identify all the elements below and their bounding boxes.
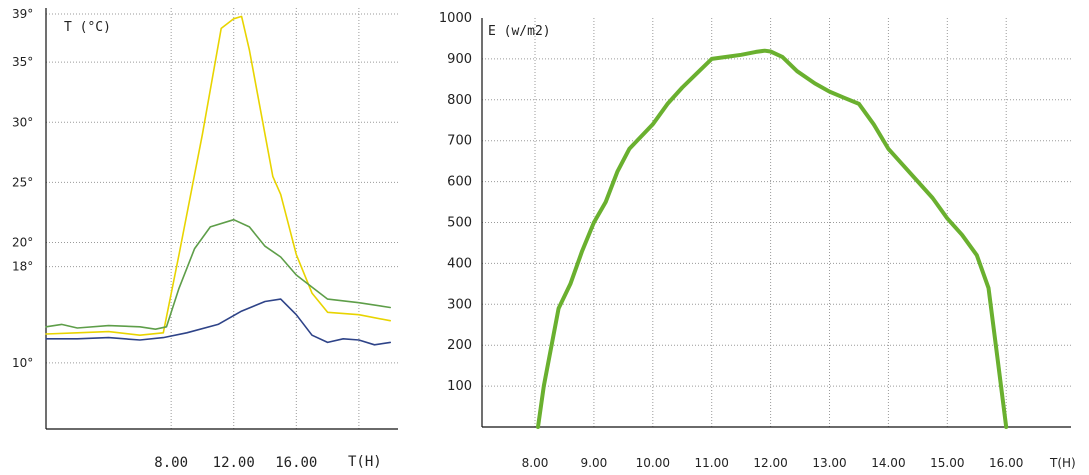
y-tick-label: 800: [447, 93, 472, 108]
y-tick-label: 39°: [12, 7, 33, 21]
x-tick-label: 12.00: [213, 455, 255, 471]
irradiance-series: [536, 48, 1009, 429]
irradiance-chart: 100 200 300 400 500 600 700 800 900 1000 8.00 9.00…: [439, 11, 1076, 470]
y-tick-label: 18°: [12, 260, 33, 274]
y-tick-label: 700: [447, 134, 472, 149]
temperature-y-axis-label: T (°C): [64, 20, 111, 35]
y-tick-label: 500: [447, 216, 472, 231]
x-tick-label: 8.00: [522, 456, 549, 470]
x-tick-label: 10.00: [636, 456, 670, 470]
y-tick-label: 30°: [12, 115, 33, 129]
series-line-1: [45, 15, 391, 336]
y-tick-label: 1000: [439, 11, 472, 26]
x-tick-label: 8.00: [154, 455, 188, 471]
y-tick-label: 10°: [12, 356, 33, 370]
x-tick-label: 16.00: [275, 455, 317, 471]
irradiance-grid: [482, 18, 1071, 427]
irradiance-axes: [481, 18, 1071, 428]
y-tick-label: 900: [447, 52, 472, 67]
x-tick-label: 11.00: [695, 456, 729, 470]
y-tick-label: 25°: [12, 175, 33, 189]
x-tick-label: 15.00: [930, 456, 964, 470]
y-tick-label: 300: [447, 297, 472, 312]
x-tick-label: 14.00: [871, 456, 905, 470]
irradiance-x-axis-label: T(H): [1049, 456, 1076, 470]
y-tick-label: 35°: [12, 55, 33, 69]
series-line-1: [536, 48, 1009, 429]
y-tick-label: 20°: [12, 236, 33, 250]
x-tick-label: 13.00: [812, 456, 846, 470]
series-line-2: [45, 218, 391, 330]
x-tick-label: 9.00: [581, 456, 608, 470]
temperature-y-ticks: 10° 18° 20° 25° 30° 35° 39°: [12, 7, 33, 370]
temperature-chart: 10° 18° 20° 25° 30° 35° 39° 8.00 12.00 16.00 T (…: [12, 7, 398, 471]
x-tick-label: 16.00: [989, 456, 1023, 470]
temperature-series: [45, 15, 391, 346]
irradiance-y-ticks: 100 200 300 400 500 600 700 800 900 1000: [439, 11, 472, 394]
temperature-x-axis-label: T(H): [348, 454, 382, 470]
temperature-x-ticks: 8.00 12.00 16.00: [154, 455, 317, 471]
series-line-3: [45, 298, 391, 346]
y-tick-label: 200: [447, 338, 472, 353]
irradiance-y-axis-label: E (w/m2): [488, 24, 551, 39]
y-tick-label: 400: [447, 256, 472, 271]
temperature-axes: [45, 8, 398, 430]
temperature-grid: [46, 8, 398, 429]
y-tick-label: 600: [447, 175, 472, 190]
irradiance-x-ticks: 8.00 9.00 10.00 11.00 12.00 13.00 14.00 15.00 16…: [522, 456, 1024, 470]
y-tick-label: 100: [447, 379, 472, 394]
x-tick-label: 12.00: [753, 456, 787, 470]
